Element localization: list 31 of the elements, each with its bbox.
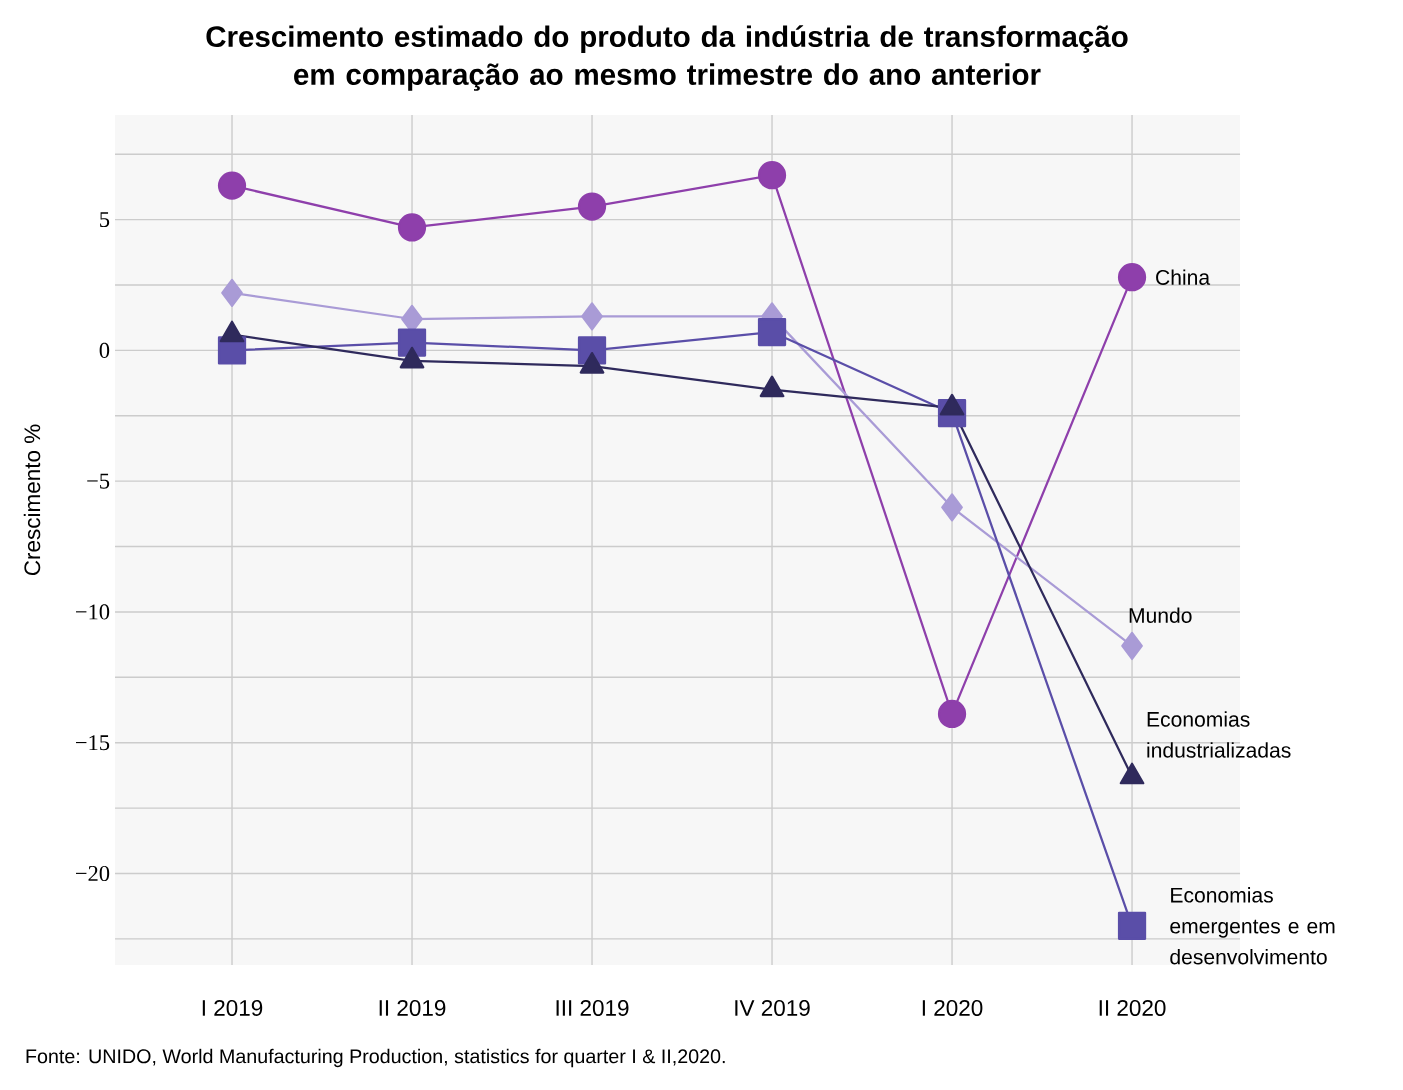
series-label: Economias emergentes e em desenvolvimento [1170, 887, 1335, 965]
y-tick-label: 5 [100, 212, 110, 228]
point [1121, 631, 1143, 661]
series-label: Mundo [1129, 607, 1192, 623]
point [937, 699, 967, 729]
y-tick-label: −20 [75, 865, 110, 882]
x-tick-label: II 2019 [379, 999, 446, 1016]
point [941, 493, 963, 522]
chart-title: Crescimento estimado do produto da indústria de transformação em comparação ao mesmo trimestre do ano anterior [206, 25, 1128, 91]
point [397, 213, 427, 242]
point [577, 192, 607, 221]
x-tick-label: II 2020 [1099, 999, 1166, 1016]
x-tick-label: I 2019 [202, 999, 263, 1016]
point [757, 161, 787, 190]
x-tick-label: I 2020 [922, 999, 983, 1016]
point [581, 302, 603, 331]
point [217, 171, 247, 200]
y-tick-label: −15 [75, 735, 110, 751]
point [1117, 911, 1147, 940]
y-axis-title: Crescimento % [23, 424, 41, 576]
x-tick-label: IV 2019 [735, 999, 810, 1016]
legend-label: China [1156, 269, 1211, 285]
point [757, 317, 787, 347]
point [221, 278, 243, 307]
point [1117, 263, 1147, 292]
x-tick-label: III 2019 [556, 999, 629, 1016]
series-label: Economias industrializadas [1147, 711, 1291, 758]
y-tick-label: 0 [99, 342, 110, 358]
source-note: Fonte: UNIDO, World Manufacturing Production, statistics for quarter I & II,2020. [26, 1048, 725, 1068]
y-tick-label: −5 [87, 473, 110, 489]
y-tick-label: −10 [75, 604, 110, 620]
